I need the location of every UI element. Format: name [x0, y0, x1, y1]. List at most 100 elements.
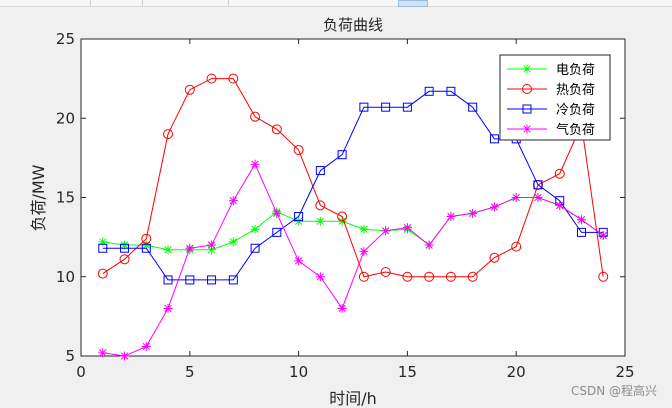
- data-point: [228, 275, 238, 285]
- data-point: [97, 268, 108, 279]
- legend-label: 冷负荷: [556, 103, 595, 118]
- data-point: [381, 226, 391, 236]
- data-point: [380, 266, 391, 277]
- toolbar-segment[interactable]: [142, 0, 229, 6]
- data-point: [598, 271, 609, 282]
- x-tick-label: 20: [507, 363, 526, 381]
- data-point: [424, 271, 435, 282]
- data-point: [359, 246, 369, 256]
- data-point: [468, 208, 478, 218]
- series-热负荷: [97, 73, 609, 282]
- toolbar-selected-tab[interactable]: [398, 0, 428, 7]
- data-point: [272, 227, 282, 237]
- data-point: [228, 196, 238, 206]
- legend-label: 热负荷: [556, 83, 595, 98]
- data-point: [446, 86, 456, 96]
- x-tick-label: 10: [289, 363, 308, 381]
- data-point: [250, 224, 260, 234]
- data-point: [315, 166, 325, 176]
- data-point: [402, 102, 412, 112]
- data-point: [98, 237, 108, 247]
- data-point: [206, 73, 217, 84]
- y-tick-label: 20: [56, 109, 75, 127]
- data-point: [489, 252, 500, 263]
- data-point: [402, 223, 412, 233]
- data-point: [250, 111, 261, 122]
- top-toolbar-strip: [0, 0, 672, 7]
- data-point: [337, 303, 347, 313]
- data-point: [533, 193, 543, 202]
- data-point: [315, 200, 326, 211]
- y-tick-label: 10: [56, 268, 75, 286]
- data-point: [359, 102, 369, 112]
- data-point: [207, 240, 217, 250]
- data-point: [337, 150, 347, 160]
- toolbar-segment[interactable]: [0, 0, 91, 6]
- data-point: [554, 168, 565, 179]
- series-line: [102, 78, 604, 278]
- data-point: [141, 240, 151, 250]
- data-point: [511, 193, 521, 202]
- data-point: [228, 237, 238, 247]
- legend-marker: [522, 64, 532, 74]
- data-point: [184, 84, 195, 95]
- y-axis-label: 负荷/MW: [29, 164, 48, 231]
- data-point: [467, 271, 478, 282]
- data-point: [228, 73, 239, 84]
- y-tick-label: 25: [56, 30, 75, 48]
- data-point: [294, 212, 304, 222]
- data-point: [359, 224, 369, 234]
- data-point: [576, 227, 586, 237]
- data-point: [207, 275, 217, 285]
- data-point: [141, 243, 151, 253]
- data-point: [207, 245, 217, 255]
- data-point: [185, 243, 195, 253]
- data-point: [163, 129, 174, 140]
- data-point: [294, 256, 304, 266]
- x-tick-label: 5: [185, 363, 195, 381]
- data-point: [445, 271, 456, 282]
- data-point: [576, 215, 586, 225]
- x-tick-label: 15: [398, 363, 417, 381]
- data-point: [315, 216, 325, 226]
- y-tick-label: 15: [56, 189, 75, 207]
- legend-marker: [522, 84, 532, 94]
- data-point: [315, 272, 325, 282]
- data-point: [163, 303, 173, 313]
- legend-marker: [522, 124, 532, 134]
- data-point: [402, 271, 413, 282]
- data-point: [337, 211, 348, 222]
- data-point: [185, 275, 195, 285]
- data-point: [424, 240, 434, 250]
- series-气负荷: [98, 159, 608, 361]
- x-tick-label: 0: [76, 363, 86, 381]
- data-point: [163, 245, 173, 255]
- data-point: [98, 243, 108, 253]
- data-point: [141, 233, 152, 244]
- data-point: [98, 348, 108, 358]
- data-point: [271, 124, 282, 135]
- x-axis-label: 时间/h: [329, 389, 377, 408]
- x-tick-label: 25: [615, 363, 634, 381]
- watermark: CSDN @程高兴: [571, 383, 657, 398]
- y-tick-label: 5: [65, 347, 75, 365]
- data-point: [250, 243, 260, 253]
- data-point: [163, 275, 173, 285]
- legend-label: 气负荷: [556, 122, 595, 138]
- data-point: [489, 202, 499, 212]
- data-point: [598, 231, 608, 241]
- data-point: [120, 351, 130, 361]
- legend-marker: [522, 104, 532, 114]
- legend-label: 电负荷: [556, 63, 595, 78]
- data-point: [489, 134, 499, 144]
- data-point: [511, 241, 522, 252]
- data-point: [119, 254, 130, 265]
- data-point: [120, 240, 130, 250]
- toolbar-segment[interactable]: [90, 0, 143, 6]
- data-point: [293, 144, 304, 155]
- data-point: [446, 212, 456, 222]
- data-point: [294, 216, 304, 226]
